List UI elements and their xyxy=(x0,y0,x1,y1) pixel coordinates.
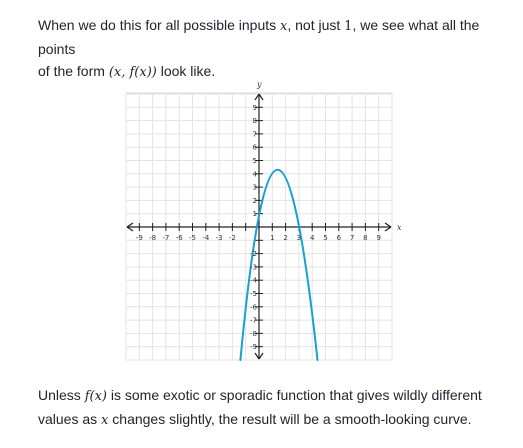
math-one: 1 xyxy=(344,19,353,34)
conclusion-paragraph: Unless f(x) is some exotic or sporadic f… xyxy=(38,384,508,432)
y-tick-label: 3 xyxy=(253,184,257,192)
x-axis-label: x xyxy=(397,223,402,232)
para1-line1-end: , we see what all the points xyxy=(38,17,480,57)
x-tick-label: 9 xyxy=(376,234,380,242)
para2-line2-start: values as xyxy=(38,411,102,427)
tick-labels: -9 -8 -7 -6 -5 -4 -3 -2 1 2 3 4 5 6 7 8 9987654321-2-3-4… xyxy=(136,104,381,351)
x-tick-label: 7 xyxy=(350,234,354,242)
y-tick-label: 9 xyxy=(253,104,257,112)
para1-line2-start: of the form xyxy=(38,63,109,79)
x-tick-label: -3 xyxy=(216,234,223,242)
y-axis-bottom-arrow xyxy=(254,352,264,360)
math-point-pair: (x, f(x)) xyxy=(108,65,157,80)
para1-prefix: When we do this for all possible inputs xyxy=(38,17,281,33)
y-tick-label: 6 xyxy=(253,144,258,152)
y-tick-label: -8 xyxy=(250,330,257,338)
y-tick-label: -9 xyxy=(250,343,257,351)
y-tick-label: -3 xyxy=(250,263,257,271)
x-tick-label: 8 xyxy=(363,234,367,242)
y-axis-label: y xyxy=(256,80,262,89)
para2-mid: is some exotic or sporadic function that… xyxy=(106,387,482,403)
y-tick-label: -6 xyxy=(250,303,258,311)
y-tick-label: 7 xyxy=(253,130,257,138)
y-tick-label: 1 xyxy=(253,210,257,218)
para1-mid: , not just xyxy=(287,17,345,33)
axes xyxy=(126,93,392,360)
para2-suffix: changes slightly, the result will be a s… xyxy=(108,411,472,427)
x-tick-label: -6 xyxy=(176,234,184,242)
x-tick-label: 5 xyxy=(323,234,327,242)
x-tick-label: 2 xyxy=(283,234,287,242)
y-tick-label: -4 xyxy=(250,277,258,285)
x-axis-left-arrow xyxy=(126,222,134,232)
intro-paragraph: When we do this for all possible inputs … xyxy=(38,14,508,84)
x-tick-label: -4 xyxy=(202,234,210,242)
y-tick-label: 8 xyxy=(253,117,257,125)
x-tick-label: -5 xyxy=(189,234,196,242)
x-tick-label: 3 xyxy=(297,234,301,242)
y-tick-label: -7 xyxy=(250,317,257,325)
math-fx: f(x) xyxy=(84,389,107,404)
x-tick-label: -9 xyxy=(136,234,143,242)
x-tick-label: -7 xyxy=(162,234,169,242)
y-tick-label: 2 xyxy=(253,197,257,205)
parabola-curve xyxy=(239,168,319,361)
x-tick-label: -2 xyxy=(229,234,236,242)
y-tick-label: 4 xyxy=(253,170,258,178)
y-tick-label: -5 xyxy=(250,290,257,298)
para2-prefix: Unless xyxy=(38,387,85,403)
y-tick-label: 5 xyxy=(253,157,257,165)
y-tick-label: -2 xyxy=(250,250,257,258)
para1-suffix: look like. xyxy=(156,63,216,79)
x-tick-label: 1 xyxy=(270,234,274,242)
x-tick-label: 6 xyxy=(337,234,342,242)
math-x-2: x xyxy=(101,413,109,428)
x-axis-right-arrow xyxy=(384,222,392,232)
y-axis-top-arrow xyxy=(254,93,264,101)
curve-layer xyxy=(239,168,319,361)
math-x: x xyxy=(280,19,288,34)
x-tick-label: -8 xyxy=(149,234,156,242)
x-tick-label: 4 xyxy=(310,234,315,242)
